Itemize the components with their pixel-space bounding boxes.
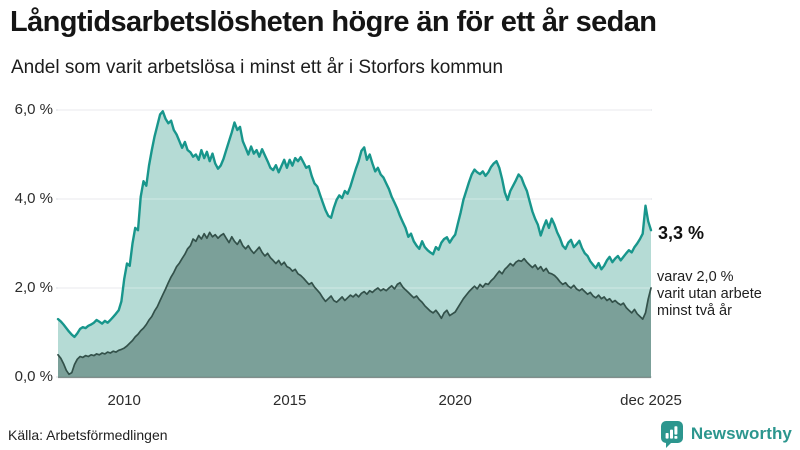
x-tick-label: 2020 xyxy=(438,392,472,409)
line-min-one-year xyxy=(56,110,653,339)
newsworthy-icon xyxy=(660,420,685,448)
brand-name: Newsworthy xyxy=(690,424,792,443)
breakdown-line-3: minst två år xyxy=(657,303,732,319)
y-tick-label: 6,0 % xyxy=(14,101,53,118)
x-tick-label: 2010 xyxy=(107,392,141,409)
line-min-two-years xyxy=(57,231,652,376)
breakdown-line-2: varit utan arbete xyxy=(657,286,762,302)
y-tick-label: 4,0 % xyxy=(14,190,53,207)
x-axis-labels: 2010 2015 2020 dec 2025 xyxy=(0,392,800,412)
breakdown-annotation: varav 2,0 % varit utan arbete minst två … xyxy=(657,269,799,320)
x-tick-label: 2015 xyxy=(273,392,307,409)
x-tick-label: dec 2025 xyxy=(620,392,682,409)
latest-value-label: 3,3 % xyxy=(658,223,705,243)
source-attribution: Källa: Arbetsförmedlingen xyxy=(8,427,168,443)
breakdown-line-1: varav 2,0 % xyxy=(657,269,734,285)
page-title: Långtidsarbetslösheten högre än för ett … xyxy=(10,6,657,38)
chart-subtitle: Andel som varit arbetslösa i minst ett å… xyxy=(11,57,504,78)
y-tick-label: 2,0 % xyxy=(14,279,53,296)
area-min-two-years xyxy=(58,232,651,377)
newsworthy-logo: Newsworthy xyxy=(660,420,792,448)
y-tick-label: 0,0 % xyxy=(14,368,53,385)
